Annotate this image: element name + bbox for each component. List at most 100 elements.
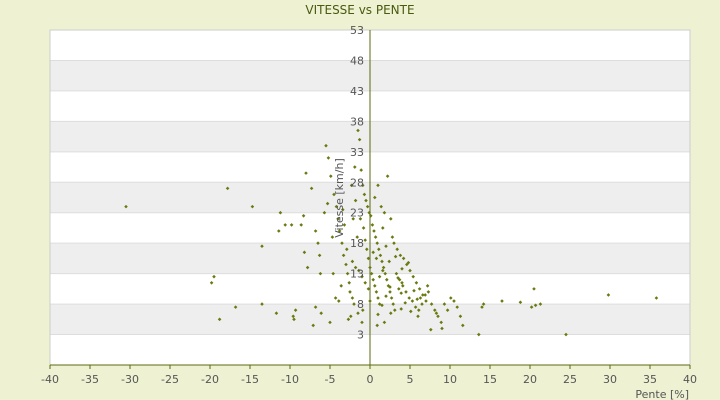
data-point [394,271,399,276]
data-point [357,137,362,142]
data-point [382,320,387,325]
data-point [452,299,456,303]
data-point [480,305,484,309]
data-point [322,210,327,215]
data-point [342,223,347,227]
data-point [413,305,418,309]
data-point [400,280,404,285]
data-point [518,300,523,305]
data-point [564,332,568,337]
data-point [359,168,363,172]
data-point [304,171,308,175]
data-point [405,262,409,267]
data-point [370,223,375,227]
data-point [313,305,318,309]
data-point [225,186,230,191]
data-point [500,299,504,303]
data-point [345,271,350,276]
data-point [393,308,397,312]
data-point [375,241,379,245]
data-point [383,271,387,276]
data-point [399,307,403,311]
data-point [260,302,264,306]
data-point [350,296,355,300]
data-point [355,235,359,239]
data-point [371,250,375,255]
x-tick-label: -25 [161,373,179,386]
x-tick-label: 5 [407,373,414,386]
data-point [348,290,352,294]
data-point [389,311,393,316]
data-point [339,284,343,288]
data-point [397,277,402,282]
data-point [449,296,453,300]
data-point [357,268,361,273]
data-point [313,229,318,233]
data-point [347,280,351,285]
x-tick-label: -35 [81,373,99,386]
data-point [399,291,403,295]
x-tick-label: -20 [201,373,219,386]
data-point [654,296,659,300]
data-point [274,311,279,316]
x-tick-label: 10 [443,373,457,386]
x-tick-label: -40 [41,373,59,386]
x-tick-label: 25 [563,373,577,386]
data-point [381,226,385,230]
data-point [311,323,315,328]
x-tick-label: 0 [367,373,374,386]
data-point [433,308,437,312]
data-point [293,308,298,312]
x-tick-label: 20 [523,373,537,386]
x-tick-label: 35 [643,373,657,386]
data-point [332,192,336,197]
y-tick-label: 13 [350,268,364,281]
data-point [328,320,332,325]
y-tick-label: 23 [350,207,364,220]
data-point [439,320,443,325]
data-point [361,183,365,188]
data-point [423,293,427,297]
y-tick-label: 28 [350,176,364,189]
data-point [416,314,420,319]
data-point [363,238,367,242]
y-tick-label: 3 [357,329,364,342]
data-point [477,332,481,337]
data-point [392,241,396,245]
data-point [344,262,348,267]
x-tick-label: -10 [281,373,299,386]
x-tick-labels: -40 -35 -30 -25 -20 -15 -10 -5 0 5 10 15 20 25 30 35 40 [41,365,697,386]
data-point [331,271,335,276]
data-point [250,204,255,209]
data-point [373,235,378,239]
data-point [386,284,391,288]
data-point [326,156,331,160]
data-point [316,241,320,245]
data-point [380,259,384,264]
data-point [411,274,415,279]
data-point [341,207,345,212]
data-point [212,274,216,279]
data-point [421,293,425,297]
data-point [217,317,222,322]
data-point [369,271,374,276]
data-point [390,235,395,239]
data-point [380,303,384,308]
chart-title: VITESSE vs PENTE [305,3,414,17]
data-point [381,265,386,270]
data-point [409,309,413,314]
y-tick-label: 18 [350,237,364,250]
data-point [373,195,377,200]
data-point [233,305,238,309]
data-point [353,265,358,270]
data-point [365,247,369,252]
data-point [360,274,364,279]
data-point [424,299,428,303]
data-point [385,174,390,178]
data-point [366,287,371,291]
data-point [375,323,379,328]
data-point [401,284,405,288]
